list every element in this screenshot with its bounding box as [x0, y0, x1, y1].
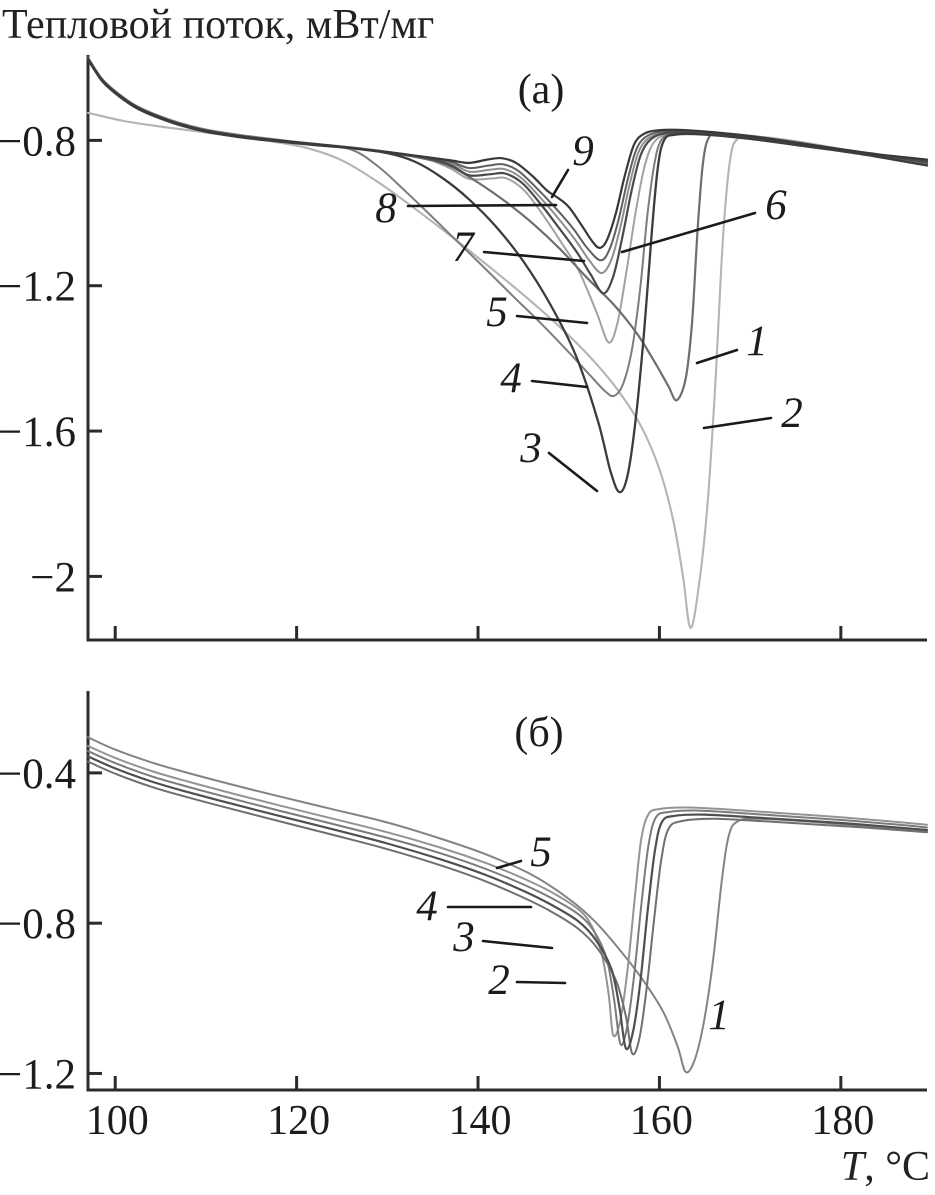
leader-line-b-3	[481, 939, 554, 950]
panel-label-b: (б)	[514, 710, 563, 756]
leader-line-a-6	[620, 211, 757, 254]
leader-line-a-1	[695, 348, 739, 365]
y-tick-label: −1.6	[0, 409, 76, 456]
leader-line-b-5	[495, 859, 523, 870]
x-tick-label: 120	[267, 1098, 330, 1144]
leader-line-a-5	[515, 314, 589, 325]
series-label-a-4: 4	[500, 355, 522, 402]
leader-line-a-3	[547, 451, 599, 493]
y-tick-label: −0.8	[0, 901, 76, 948]
leader-line-a-8	[406, 203, 558, 208]
y-tick-label: −0.8	[0, 118, 76, 165]
leader-line-b-2	[515, 980, 567, 985]
series-label-b-4: 4	[416, 883, 438, 930]
leader-line-a-9	[550, 168, 570, 199]
curve-b-3	[86, 755, 929, 1051]
curve-a-3	[86, 58, 929, 494]
series-label-a-1: 1	[746, 318, 768, 365]
curve-b-2	[87, 760, 928, 1056]
leader-line-a-7	[482, 250, 586, 263]
series-label-b-5: 5	[530, 829, 552, 876]
curve-a-1	[86, 57, 929, 402]
series-label-b-1: 1	[708, 992, 730, 1039]
series-label-b-2: 2	[488, 957, 510, 1004]
x-tick-label: 100	[86, 1098, 149, 1144]
series-label-a-2: 2	[781, 390, 803, 437]
panel-a: −0.8 −1.2 −1.6 −2 (а)9 8 7 6 5 4 3 12	[0, 55, 929, 642]
y-tick-label: −0.4	[0, 751, 76, 798]
leader-line-a-4	[530, 379, 589, 389]
series-label-a-7: 7	[452, 224, 475, 271]
y-axis-title: Тепловой поток, мВт/мг	[2, 2, 435, 48]
x-tick-label: 180	[811, 1098, 874, 1144]
curve-a-6	[86, 57, 929, 295]
series-label-a-9: 9	[572, 128, 594, 175]
x-tick-label: 140	[449, 1098, 512, 1144]
series-label-a-5: 5	[486, 289, 508, 336]
x-axis-variable: T	[840, 1144, 865, 1190]
series-label-b-3: 3	[452, 914, 475, 961]
series-label-a-6: 6	[765, 182, 787, 229]
series-label-a-8: 8	[375, 185, 397, 232]
curve-a-9	[86, 57, 929, 249]
curve-a-4	[87, 56, 928, 398]
series-label-a-3: 3	[519, 425, 542, 472]
panel-label-a: (а)	[518, 67, 565, 113]
y-tick-label: −1.2	[0, 1051, 76, 1098]
x-axis-unit: , °C	[864, 1144, 930, 1190]
x-tick-label: 160	[630, 1098, 693, 1144]
x-axis-title: T, °C	[841, 1143, 930, 1191]
y-tick-label: −1.2	[0, 264, 76, 311]
y-tick-label: −2	[30, 554, 76, 601]
leader-line-a-2	[702, 416, 773, 430]
